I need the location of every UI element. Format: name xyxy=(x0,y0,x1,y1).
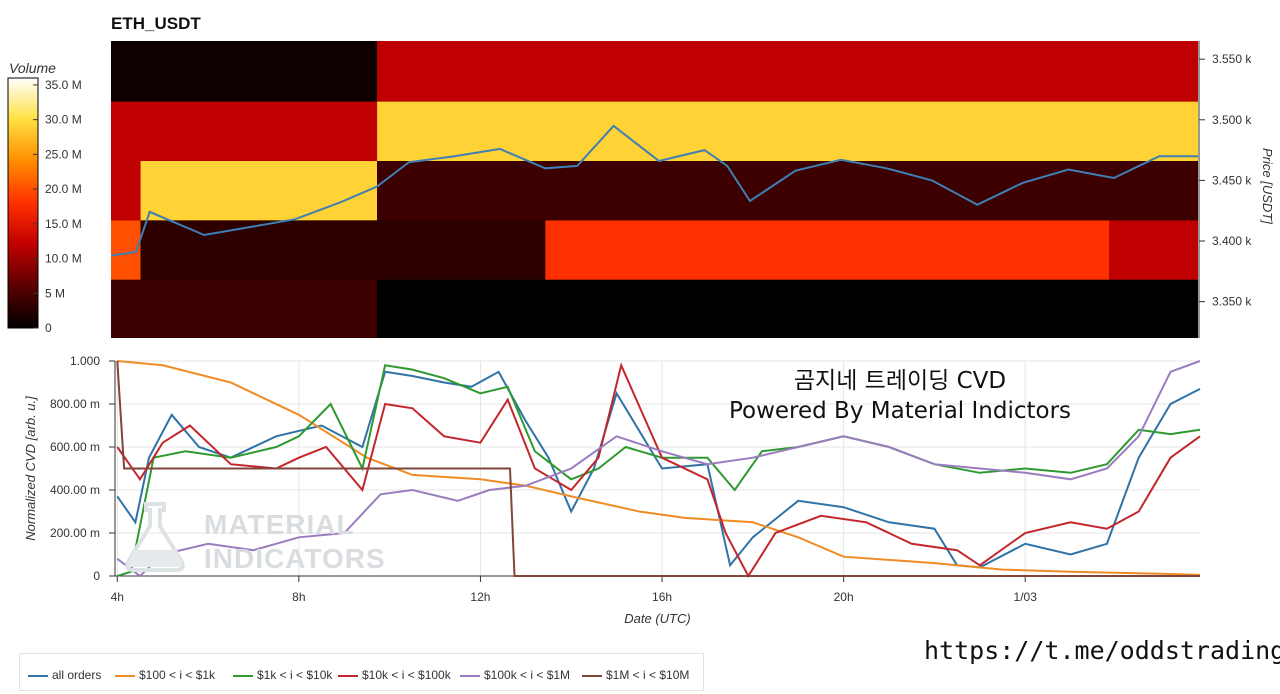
x-axis-tick-label: 1/03 xyxy=(1014,590,1038,604)
series-line xyxy=(116,364,1201,577)
price-axis-tick-label: 3.400 k xyxy=(1212,234,1252,248)
x-axis-tick-label: 4h xyxy=(111,590,124,604)
price-line xyxy=(110,124,1198,257)
heatmap-cell xyxy=(140,161,378,221)
heatmap-cell xyxy=(1109,220,1198,280)
price-axis-tick-label: 3.550 k xyxy=(1212,52,1252,66)
legend-swatch xyxy=(582,675,602,677)
legend-item-label[interactable]: $100k < i < $1M xyxy=(484,668,571,682)
y-axis-tick-label: 600.00 m xyxy=(50,440,100,454)
y-axis-tick-label: 800.00 m xyxy=(50,397,100,411)
y-axis-tick-label: 1.000 xyxy=(70,354,100,368)
y-axis-label: Normalized CVD [arb. u.] xyxy=(23,396,38,541)
legend-item-label[interactable]: $100 < i < $1k xyxy=(139,668,216,682)
overlay-line2: Powered By Material Indictors xyxy=(728,398,1072,424)
colorbar-tick-label: 10.0 M xyxy=(45,252,82,266)
series-line xyxy=(116,362,1201,578)
legend-swatch xyxy=(338,675,358,677)
x-axis-tick-label: 16h xyxy=(652,590,672,604)
watermark-line1: MATERIAL xyxy=(204,509,355,540)
overlay-line1: 곰지네 트레이딩 CVD xyxy=(793,368,1007,394)
price-axis-tick-label: 3.500 k xyxy=(1212,113,1252,127)
legend-swatch xyxy=(28,675,48,677)
telegram-link[interactable]: https://t.me/oddstrading2 xyxy=(924,636,1280,665)
heatmap-cell xyxy=(545,220,1110,280)
x-axis-tick-label: 12h xyxy=(470,590,490,604)
series-line xyxy=(116,360,1200,577)
heatmap-cell xyxy=(111,101,378,162)
colorbar-tick-label: 20.0 M xyxy=(45,182,82,196)
series-line xyxy=(117,360,1201,576)
y-axis-tick-label: 0 xyxy=(93,569,100,583)
material-indicators-logo xyxy=(125,502,185,572)
legend-item-label[interactable]: $1k < i < $10k xyxy=(257,668,333,682)
x-axis-tick-label: 8h xyxy=(292,590,305,604)
series-line xyxy=(116,360,1201,578)
y-axis-tick-label: 400.00 m xyxy=(50,483,100,497)
legend-item-label[interactable]: all orders xyxy=(52,668,102,682)
legend-swatch xyxy=(115,675,135,677)
heatmap-chart: 3.550 k 3.500 k 3.450 k 3.400 k 3.350 k Price… xyxy=(110,41,1275,338)
colorbar-tick-label: 5 M xyxy=(45,286,65,300)
legend-item-label[interactable]: $10k < i < $100k xyxy=(362,668,451,682)
colorbar-tick-label: 25.0 M xyxy=(45,147,82,161)
legend-swatch xyxy=(460,675,480,677)
price-axis-tick-label: 3.350 k xyxy=(1212,295,1252,309)
legend-item-label[interactable]: $1M < i < $10M xyxy=(606,668,690,682)
colorbar: 35.0 M 30.0 M 25.0 M 20.0 M 15.0 M 10.0 M 5 M 0 xyxy=(7,77,82,335)
chart-title: ETH_USDT xyxy=(111,14,201,33)
y-axis-tick-label: 200.00 m xyxy=(50,526,100,540)
legend-swatch xyxy=(233,675,253,677)
heatmap-cell xyxy=(111,161,141,221)
watermark: MATERIAL INDICATORS xyxy=(204,508,386,576)
x-axis-label: Date (UTC) xyxy=(624,611,690,626)
series-line xyxy=(116,370,1201,569)
watermark-line2: INDICATORS xyxy=(204,543,386,574)
colorbar-tick-label: 15.0 M xyxy=(45,217,82,231)
overlay-text: 곰지네 트레이딩 CVD Powered By Material Indicto… xyxy=(700,366,1100,426)
price-axis-label: Price [USDT] xyxy=(1260,148,1275,224)
heatmap-cell xyxy=(377,41,1199,102)
heatmap-cell xyxy=(111,279,378,338)
colorbar-tick-label: 30.0 M xyxy=(45,113,82,127)
heatmap-cell xyxy=(140,220,546,280)
colorbar-tick-label: 0 xyxy=(45,321,52,335)
price-axis-tick-label: 3.450 k xyxy=(1212,173,1252,187)
colorbar-label: Volume xyxy=(9,60,56,76)
colorbar-tick-label: 35.0 M xyxy=(45,78,82,92)
heatmap-cell xyxy=(377,279,1199,338)
x-axis-tick-label: 20h xyxy=(834,590,854,604)
heatmap-cell xyxy=(377,101,1199,162)
legend: all orders $100 < i < $1k $1k < i < $10k $1… xyxy=(19,653,704,691)
heatmap-cell xyxy=(111,41,378,102)
cvd-line-chart: 0 200.00 m 400.00 m 600.00 m 800.00 m 1.000 4h… xyxy=(23,354,1201,626)
